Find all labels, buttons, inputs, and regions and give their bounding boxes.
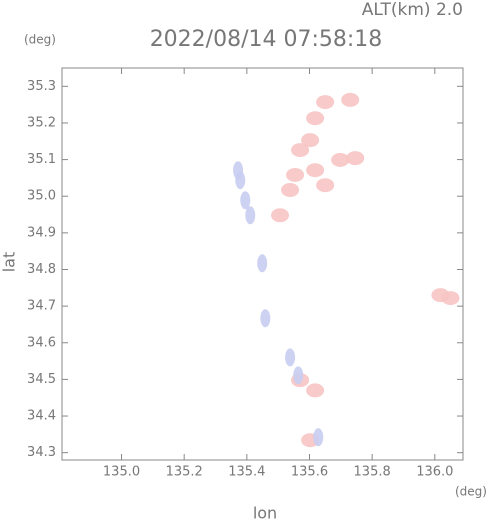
y-tick-label: 34.8 (27, 262, 56, 277)
echo-point (441, 291, 460, 306)
x-tick-label: 135.8 (354, 465, 391, 480)
echo-point (306, 163, 325, 178)
chart-title: 2022/08/14 07:58:18 (150, 27, 383, 52)
y-tick-label: 35.3 (27, 79, 56, 94)
y-axis-label: lat (0, 252, 19, 273)
echo-point (331, 152, 350, 167)
echo-point (316, 95, 335, 110)
echo-point (281, 182, 300, 197)
echo-point (316, 178, 335, 193)
echo-point (301, 133, 320, 148)
echo-point (286, 167, 305, 182)
y-tick-label: 34.6 (27, 335, 56, 350)
y-tick-label: 35.1 (27, 152, 56, 167)
x-tick-label: 135.0 (103, 465, 140, 480)
y-tick-label: 35.2 (27, 115, 56, 130)
echo-point (293, 366, 304, 385)
echo-point (245, 206, 256, 225)
y-tick-label: 34.3 (27, 445, 56, 460)
y-unit: (deg) (24, 33, 56, 47)
y-tick-label: 35.0 (27, 189, 56, 204)
echo-point (341, 92, 360, 107)
x-unit: (deg) (455, 485, 487, 499)
y-tick-label: 34.7 (27, 299, 56, 314)
x-tick-label: 135.6 (291, 465, 328, 480)
x-axis-label: lon (253, 504, 277, 521)
echo-point (285, 348, 296, 367)
x-tick-label: 135.4 (228, 465, 265, 480)
y-tick-label: 34.4 (27, 409, 56, 424)
echo-point (313, 428, 324, 447)
echo-point (346, 151, 365, 166)
echo-point (233, 161, 244, 180)
y-tick-label: 34.5 (27, 372, 56, 387)
echo-point (306, 383, 325, 398)
echo-point (271, 208, 290, 223)
echo-point (257, 254, 268, 273)
echo-point (306, 111, 325, 126)
y-tick-label: 34.9 (27, 225, 56, 240)
plot-frame (61, 67, 464, 461)
echo-point (240, 191, 251, 210)
x-tick-label: 136.0 (416, 465, 453, 480)
echo-point (260, 309, 271, 328)
subtitle: ALT(km) 2.0 (362, 0, 463, 20)
echo-point (291, 143, 310, 158)
x-tick-label: 135.2 (166, 465, 203, 480)
